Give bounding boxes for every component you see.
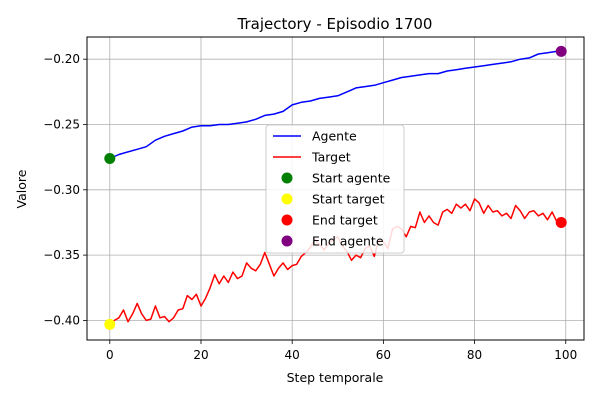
- point-end-target: [555, 216, 567, 228]
- y-tick-label: −0.40: [43, 313, 80, 327]
- series-line-agente: [109, 50, 562, 160]
- plot-area: [86, 36, 585, 341]
- chart-title: Trajectory - Episodio 1700: [237, 15, 433, 33]
- x-tick-label: 60: [376, 348, 391, 362]
- y-tick-label: −0.35: [43, 248, 80, 262]
- y-axis-label: Valore: [14, 169, 29, 208]
- x-tick-label: 0: [106, 348, 114, 362]
- y-axis: −0.40 −0.35 −0.30 −0.25 −0.20: [43, 52, 87, 327]
- legend-marker-end-target: [281, 214, 293, 226]
- point-start-agente: [104, 152, 116, 164]
- legend-label-start-agente: Start agente: [312, 171, 391, 186]
- legend: Agente Target Start agente Start target End …: [265, 124, 405, 254]
- legend-label-agente: Agente: [312, 129, 357, 144]
- x-tick-label: 80: [467, 348, 482, 362]
- y-tick-label: −0.30: [43, 183, 80, 197]
- legend-marker-end-agente: [281, 235, 293, 247]
- x-axis-label: Step temporale: [287, 370, 384, 385]
- x-axis: 0 20 40 60 80 100: [106, 340, 577, 362]
- y-tick-label: −0.20: [43, 52, 80, 66]
- x-tick-label: 20: [193, 348, 208, 362]
- point-start-target: [104, 318, 116, 330]
- legend-marker-start-target: [281, 193, 293, 205]
- legend-label-end-agente: End agente: [312, 234, 384, 249]
- legend-label-end-target: End target: [312, 213, 378, 228]
- x-tick-label: 100: [554, 348, 577, 362]
- legend-marker-start-agente: [281, 172, 293, 184]
- legend-label-target: Target: [311, 150, 351, 165]
- x-tick-label: 40: [285, 348, 300, 362]
- legend-label-start-target: Start target: [312, 192, 385, 207]
- point-end-agente: [555, 45, 567, 57]
- y-tick-label: −0.25: [43, 118, 80, 132]
